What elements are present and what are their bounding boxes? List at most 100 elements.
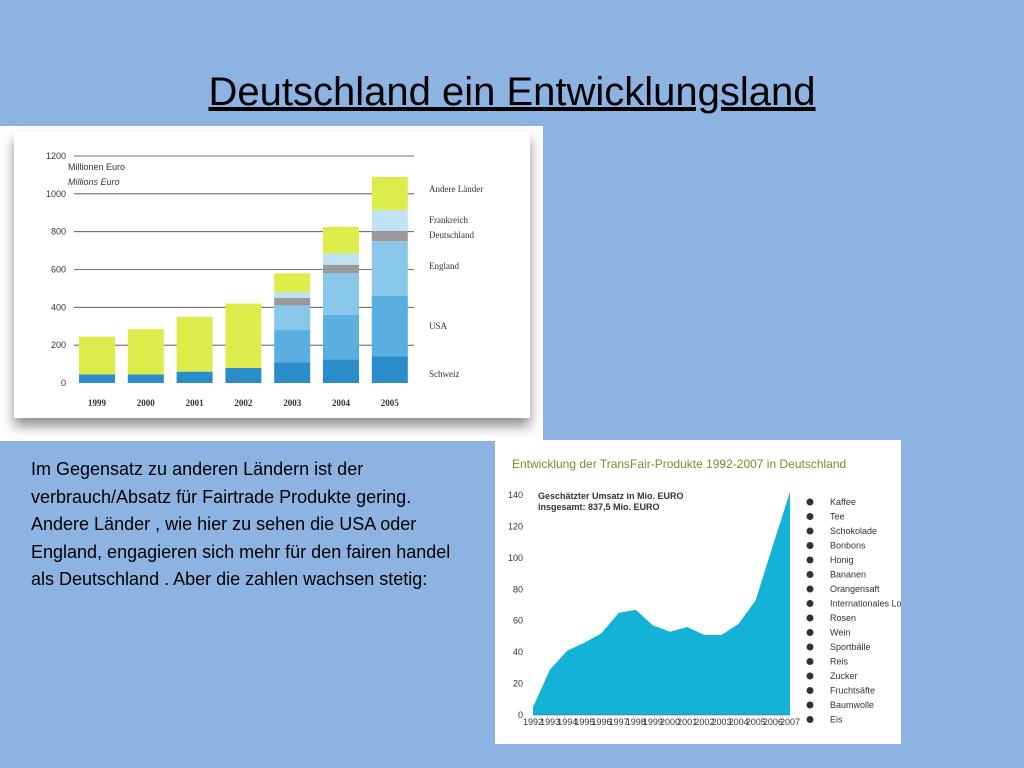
y-tick-label: 40: [513, 647, 523, 657]
legend-label: Andere Länder: [429, 184, 483, 194]
stacked-bar-chart-card: 0 200 400 600 800 1000 1200 Millionen Euro Milli…: [14, 132, 530, 418]
y-tick-label: 100: [508, 553, 523, 563]
x-tick-label: 2004: [332, 398, 351, 408]
area-chart-annotation: insgesamt: 837,5 Mio. EURO: [538, 502, 660, 512]
y-tick-label: 60: [513, 616, 523, 626]
x-tick-label: 2006: [763, 717, 783, 727]
y-tick-label: 0: [518, 710, 523, 720]
legend-label: Sportbälle: [830, 642, 871, 652]
legend-icon: [806, 658, 814, 665]
y-tick-label: 80: [513, 584, 523, 594]
y-tick-label: 600: [51, 265, 66, 275]
x-tick-label: 2005: [381, 398, 400, 408]
legend-label: England: [429, 261, 459, 271]
bar-segment: [225, 303, 262, 368]
x-tick-label: 2002: [694, 717, 714, 727]
bar-segment: [79, 336, 115, 375]
area-chart-title: Entwicklung der TransFair-Produkte 1992-…: [512, 457, 846, 471]
bar-segment: [371, 209, 408, 231]
x-tick-label: 1992: [523, 717, 543, 727]
legend-icon: [806, 672, 814, 680]
legend-label: Internationales Logo: [830, 599, 901, 609]
legend-icon: [806, 556, 814, 564]
x-tick-label: 2004: [729, 717, 749, 727]
x-tick-label: 2003: [283, 398, 302, 408]
legend-icon: [806, 571, 814, 578]
y-tick-label: 200: [51, 340, 66, 350]
stacked-bar-chart-panel: 0 200 400 600 800 1000 1200 Millionen Euro Milli…: [0, 126, 543, 441]
legend-label: Bananen: [830, 570, 866, 580]
bar-segment: [323, 264, 359, 274]
legend-label: Baumwolle: [830, 700, 874, 710]
bar-segment: [371, 356, 408, 383]
legend-icon: [806, 498, 814, 506]
x-tick-label: 2003: [711, 717, 731, 727]
x-tick-label: 1994: [557, 717, 577, 727]
x-tick-label: 2002: [234, 398, 253, 408]
x-tick-label: 1998: [626, 717, 646, 727]
x-tick-label: 2005: [746, 717, 766, 727]
bar-segment: [274, 273, 311, 293]
bar-segment: [176, 316, 213, 372]
x-tick-label: 2007: [780, 717, 800, 727]
legend-icon: [806, 701, 814, 709]
bar-segment: [79, 374, 115, 383]
y-tick-label: 800: [51, 227, 66, 237]
x-tick-label: 2001: [186, 398, 205, 408]
bar-segment: [176, 371, 213, 383]
bar-segment: [274, 305, 311, 331]
legend-label: Frankreich: [429, 215, 468, 225]
bar-segment: [371, 295, 408, 357]
bar-segment: [274, 292, 311, 298]
x-tick-label: 1993: [540, 717, 560, 727]
area-chart-panel: Entwicklung der TransFair-Produkte 1992-…: [495, 440, 912, 744]
slide-title: Deutschland ein Entwicklungsland: [208, 70, 816, 114]
x-tick-label: 1999: [88, 398, 107, 408]
legend-icon: [806, 513, 814, 520]
legend-icon: [806, 527, 814, 535]
legend-label: Rosen: [830, 613, 856, 623]
legend-icon: [806, 687, 814, 694]
x-tick-label: 1997: [609, 717, 629, 727]
body-paragraph: Im Gegensatz zu anderen Ländern ist der …: [31, 459, 451, 589]
legend-label: Kaffee: [830, 497, 856, 507]
x-tick-label: 2000: [660, 717, 680, 727]
legend-icon: [806, 585, 814, 593]
legend-label: Bonbons: [830, 541, 866, 551]
bar-segment: [371, 241, 408, 296]
y-axis-label-alt: Millions Euro: [68, 177, 120, 187]
bar-segment: [274, 297, 311, 306]
legend-label: Honig: [830, 555, 854, 565]
legend-label: Tee: [830, 512, 845, 522]
legend-icon: [806, 643, 814, 651]
y-axis-label: Millionen Euro: [68, 162, 125, 172]
bar-segment: [371, 230, 408, 242]
legend-label: Eis: [830, 715, 843, 725]
legend-label: Orangensaft: [830, 584, 880, 594]
bar-segment: [225, 367, 262, 383]
bar-segment: [323, 359, 359, 383]
legend-icon: [806, 542, 814, 549]
bar-segment: [127, 374, 164, 383]
bar-segment: [274, 362, 311, 383]
area-series: [533, 491, 790, 715]
bar-segment: [323, 226, 359, 254]
bar-segment: [323, 314, 359, 360]
legend-label: USA: [429, 321, 448, 331]
bar-segment: [323, 253, 359, 265]
y-tick-label: 1200: [46, 151, 66, 161]
bar-segment: [274, 330, 311, 363]
bar-segment: [371, 176, 408, 210]
x-tick-label: 2001: [677, 717, 697, 727]
y-tick-label: 20: [513, 679, 523, 689]
legend-icon: [806, 716, 814, 723]
legend-label: Reis: [830, 657, 849, 667]
x-tick-label: 1995: [574, 717, 594, 727]
bar-segment: [127, 329, 164, 375]
y-tick-label: 400: [51, 302, 66, 312]
legend-label: Schweiz: [429, 369, 460, 379]
bar-segment: [323, 273, 359, 315]
legend-icon: [806, 600, 814, 607]
legend-label: Zucker: [830, 671, 858, 681]
legend-icon: [806, 629, 814, 636]
